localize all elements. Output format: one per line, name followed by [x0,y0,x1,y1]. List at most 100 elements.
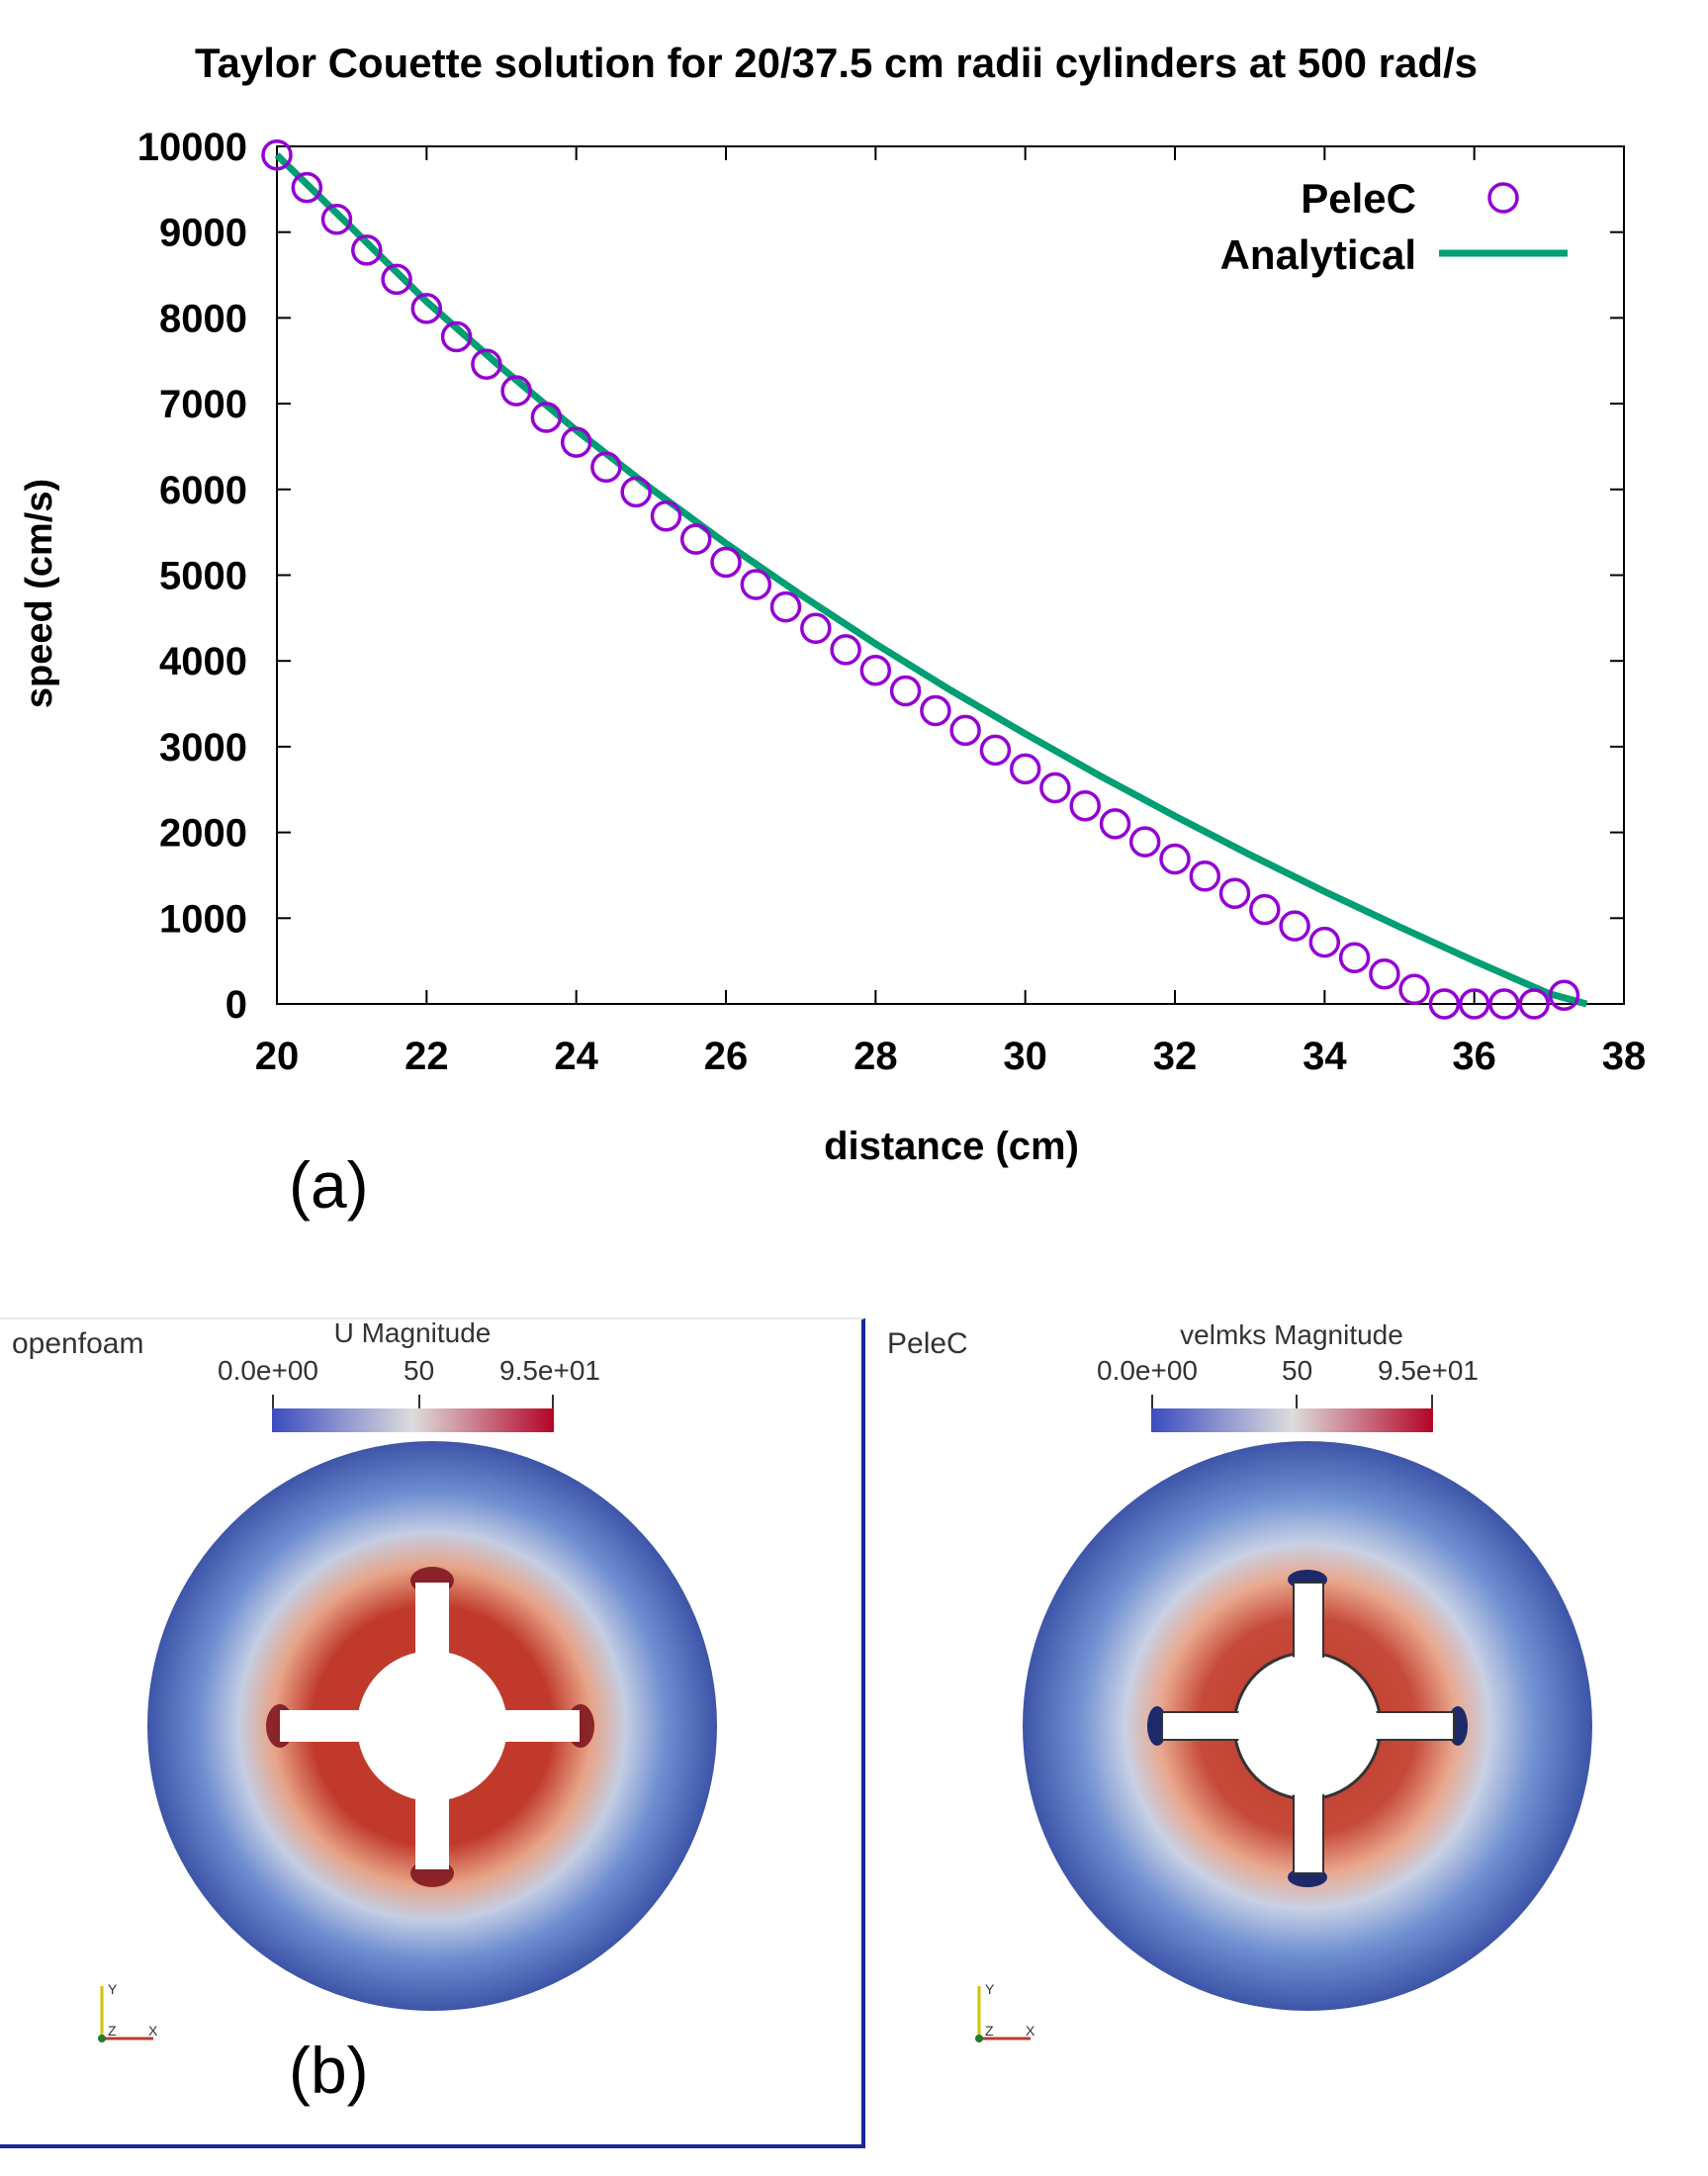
data-point-pelec [1249,893,1281,926]
x-tick-label: 36 [1452,1035,1496,1078]
triad-x-label: X [1026,2023,1035,2039]
data-point-pelec [710,546,742,579]
axes-triad-openfoam: Y Z X [98,1981,158,2042]
y-tick-label: 0 [225,983,247,1027]
data-point-pelec [1369,957,1400,990]
data-point-pelec [769,590,802,623]
legend-marker-circle [1487,182,1519,214]
x-tick-label: 32 [1153,1035,1198,1078]
data-point-pelec [1398,973,1430,1006]
data-point-pelec [1009,753,1041,785]
y-tick-label: 4000 [159,640,247,683]
data-point-pelec [1518,988,1550,1020]
data-point-pelec [1458,988,1490,1020]
plot-area: 20 22 24 26 28 30 32 34 36 38 0 1000 2000 3000 4000 500… [137,126,1646,1078]
data-point-pelec [381,263,412,296]
data-point-pelec [1189,861,1221,892]
data-point-pelec [560,426,592,458]
panel-b-label: (b) [289,2034,369,2107]
data-point-pelec [859,654,892,686]
panel-a-label: (a) [289,1148,369,1222]
data-point-pelec [1128,826,1161,858]
data-point-pelec [500,375,532,407]
colorbar-tick-min-openfoam: 0.0e+00 [218,1355,318,1386]
x-axis-label: distance (cm) [824,1125,1079,1168]
x-tick-label: 24 [554,1035,598,1078]
data-point-pelec [1099,808,1131,840]
colorbar-title-pelec: velmks Magnitude [1180,1319,1403,1350]
data-point-pelec [440,320,473,353]
x-tick-label: 38 [1602,1035,1647,1078]
data-point-pelec [1488,988,1520,1020]
data-point-pelec [949,714,981,747]
viewport-title-pelec: PeleC [887,1327,968,1360]
x-tick-label: 34 [1303,1035,1347,1078]
data-point-pelec [920,694,951,727]
axes-triad-pelec: Y Z X [975,1981,1035,2042]
data-point-pelec [679,523,712,555]
x-tick-label: 26 [704,1035,749,1078]
legend: PeleC Analytical [1220,175,1568,278]
triad-z-label: Z [108,2023,117,2039]
data-point-pelec [620,476,652,508]
data-point-pelec [530,402,563,433]
y-tick-label: 2000 [159,812,247,856]
colorbar-tick-max-pelec: 9.5e+01 [1378,1355,1479,1386]
data-point-pelec [1428,988,1461,1020]
data-point-pelec [410,293,443,324]
triad-z-label: Z [985,2023,994,2039]
legend-label-analytical: Analytical [1220,231,1416,278]
data-point-pelec [590,451,622,484]
data-point-pelec [740,569,772,600]
y-tick-label: 1000 [159,897,247,941]
y-tick-label: 7000 [159,383,247,426]
viewport-title-openfoam: openfoam [12,1327,144,1360]
openfoam-velocity-field [147,1441,717,2011]
colorbar-tick-max-openfoam: 9.5e+01 [499,1355,600,1386]
data-point-pelec [1039,771,1071,804]
colorbar-tick-min-pelec: 0.0e+00 [1097,1355,1198,1386]
data-point-pelec [320,203,353,235]
x-tick-label: 30 [1003,1035,1047,1078]
colorbar-openfoam [272,1395,554,1432]
data-point-pelec [1548,979,1580,1012]
y-tick-label: 5000 [159,555,247,598]
x-tick-label: 20 [255,1035,300,1078]
y-tick-label: 10000 [137,126,247,169]
legend-label-pelec: PeleC [1301,175,1416,222]
y-tick-label: 9000 [159,212,247,255]
series-line-analytical [274,152,1588,1008]
data-point-pelec [979,734,1012,767]
y-axis-label: speed (cm/s) [19,479,60,708]
colorbar-pelec [1151,1395,1433,1432]
data-point-pelec [889,675,922,707]
plot-frame [276,145,1625,1005]
data-point-pelec [1069,789,1101,822]
triad-y-label: Y [108,1981,118,1997]
data-point-pelec [351,234,383,266]
legend-marker-pelec [1487,182,1519,214]
data-point-pelec [800,612,832,645]
data-point-pelec [261,138,293,171]
data-point-pelec [830,634,861,666]
triad-y-label: Y [985,1981,995,1997]
data-point-pelec [1218,877,1251,909]
data-point-pelec [1338,942,1371,973]
y-tick-label: 6000 [159,469,247,512]
pelec-velocity-field [1023,1441,1592,2011]
y-tick-label: 3000 [159,726,247,770]
data-point-pelec [1279,910,1310,942]
data-point-pelec [1159,843,1191,875]
data-point-pelec [291,171,323,204]
data-point-pelec [471,348,502,380]
chart-title: Taylor Couette solution for 20/37.5 cm r… [195,40,1478,86]
colorbar-title-openfoam: U Magnitude [333,1317,492,1348]
colorbar-tick-mid-openfoam: 50 [404,1355,435,1386]
x-tick-label: 22 [405,1035,449,1078]
colorbar-tick-mid-pelec: 50 [1282,1355,1313,1386]
data-point-pelec [1308,926,1341,958]
triad-x-label: X [148,2023,158,2039]
x-tick-label: 28 [854,1035,898,1078]
data-point-pelec [650,499,682,532]
